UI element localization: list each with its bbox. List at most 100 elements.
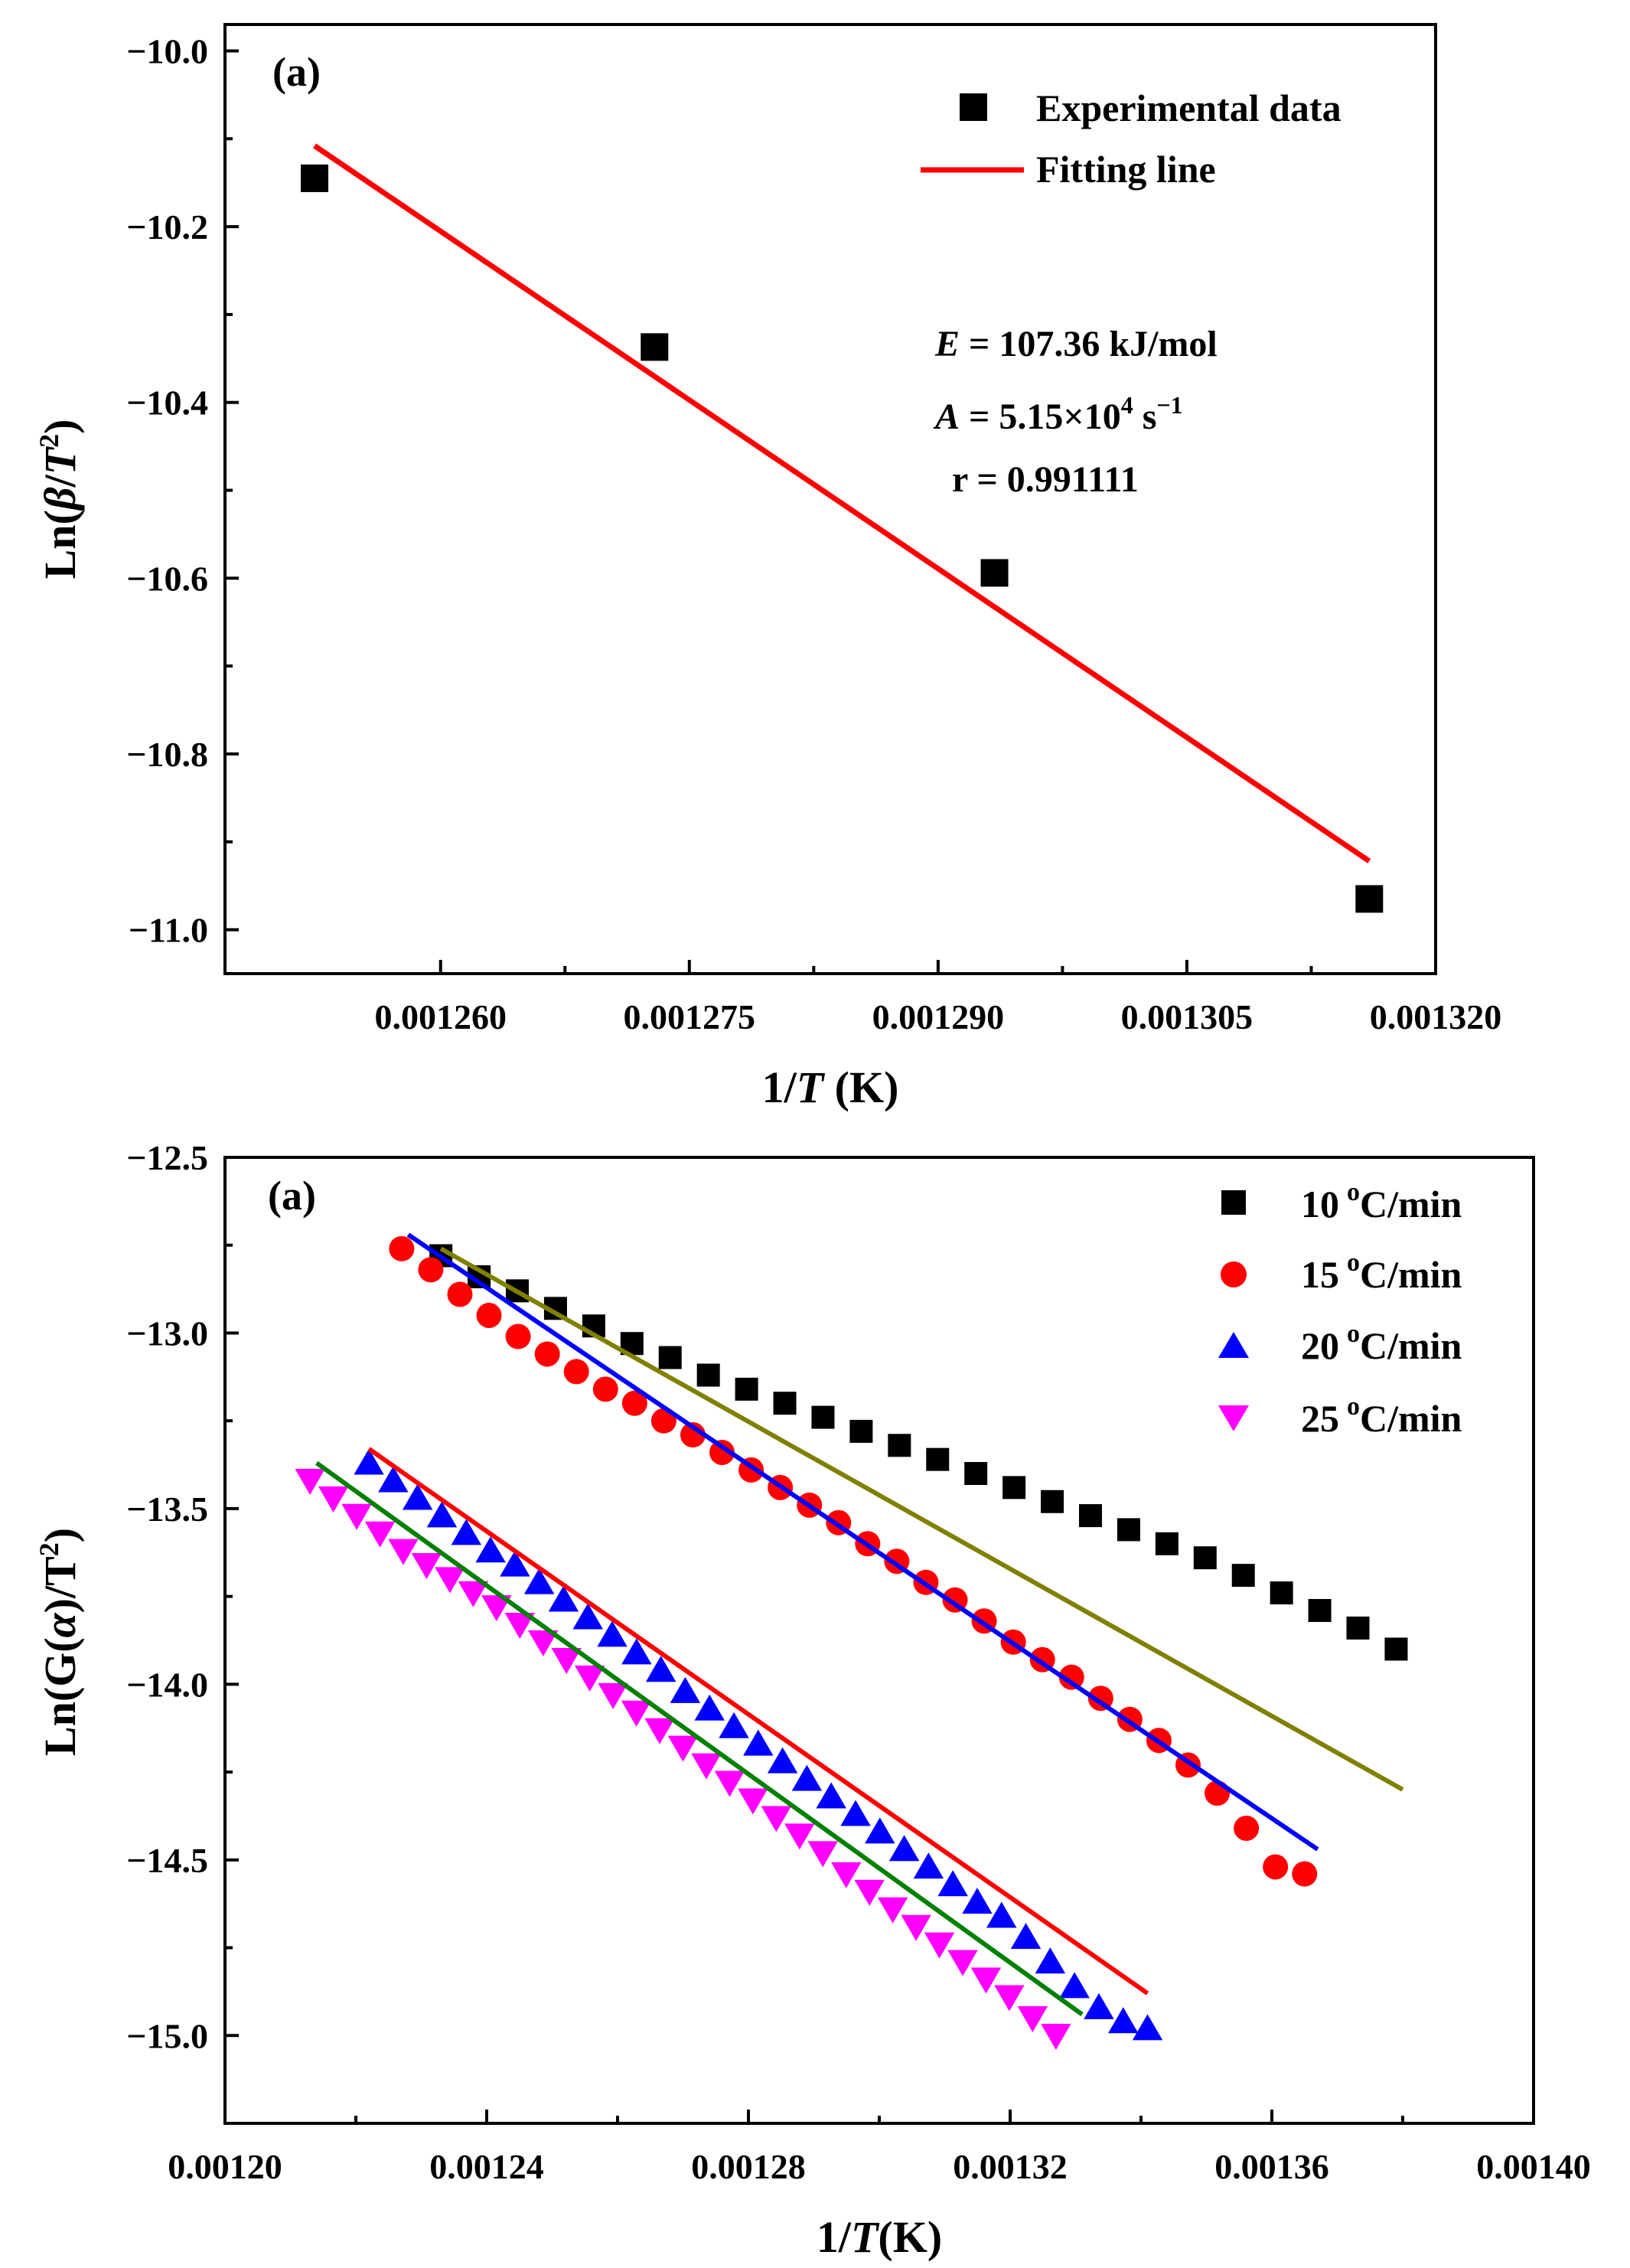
bottom-x-axis-title: 1/T(K)	[817, 2212, 942, 2262]
bottom-point-25-oc-min	[830, 1862, 862, 1888]
bottom-point-25-oc-min	[318, 1486, 349, 1513]
legend-20-sup: o	[1347, 1320, 1360, 1348]
bottom-point-20-oc-min	[986, 1901, 1017, 1928]
bottom-point-25-oc-min	[644, 1718, 675, 1744]
top-y-title-sep: /	[35, 474, 85, 488]
annotation-activation-energy: E = 107.36 kJ/mol	[934, 324, 1218, 364]
bottom-x-tick-label: 0.00136	[1214, 2147, 1329, 2186]
legend-10-unit: C/min	[1360, 1183, 1462, 1225]
bottom-point-25-oc-min	[388, 1539, 419, 1565]
bottom-point-25-oc-min	[364, 1521, 396, 1548]
top-y-title-var1: β	[35, 487, 85, 511]
bottom-fit-line-15-oc-min-fit	[406, 1232, 1319, 1852]
bottom-y-tick-label: −14.0	[126, 1665, 208, 1704]
bottom-point-20-oc-min	[426, 1501, 458, 1528]
legend-15-num: 15	[1301, 1253, 1339, 1296]
bottom-point-25-oc-min	[667, 1735, 699, 1762]
top-legend-label-experimental: Experimental data	[1036, 86, 1341, 129]
bottom-point-20-oc-min	[670, 1676, 701, 1703]
bottom-point-25-oc-min	[807, 1841, 838, 1868]
bottom-point-10-oc-min	[1117, 1518, 1140, 1542]
bottom-point-20-oc-min	[548, 1585, 579, 1612]
top-x-title-var: T	[797, 1062, 826, 1112]
bottom-point-25-oc-min	[994, 1985, 1025, 2012]
bottom-data-marks	[295, 1232, 1408, 2050]
bottom-point-20-oc-min	[791, 1764, 823, 1791]
bottom-point-25-oc-min	[761, 1806, 792, 1832]
bottom-point-10-oc-min	[658, 1346, 682, 1369]
bottom-point-10-oc-min	[1270, 1581, 1293, 1605]
legend-label-10: 10 oC/min	[1301, 1178, 1462, 1225]
bottom-point-10-oc-min	[1231, 1564, 1255, 1588]
bottom-y-tick-label: −13.5	[126, 1490, 208, 1529]
top-fit-line-fitting-line	[313, 143, 1371, 863]
legend-20-num: 20	[1301, 1324, 1339, 1367]
bottom-point-15-oc-min	[389, 1235, 415, 1261]
annotation-a-var: A	[933, 396, 960, 437]
bottom-point-20-oc-min	[451, 1519, 482, 1545]
annotation-e-value: = 107.36 kJ/mol	[960, 324, 1218, 364]
bottom-x-title-suffix: (K)	[878, 2212, 942, 2262]
bottom-point-25-oc-min	[947, 1950, 978, 1976]
bottom-point-25-oc-min	[877, 1897, 908, 1924]
bottom-point-15-oc-min	[1292, 1861, 1318, 1887]
legend-15-unit: C/min	[1360, 1253, 1462, 1296]
bottom-point-15-oc-min	[709, 1439, 735, 1465]
top-y-tick-label: −11.0	[129, 911, 208, 950]
bottom-axis-ticks: 0.00120 0.00124 0.00128 0.00132 0.00136 0.001…	[126, 1138, 1590, 2186]
top-panel-label: (a)	[272, 49, 321, 95]
top-y-tick-label: −10.2	[126, 207, 208, 246]
bottom-point-10-oc-min	[696, 1363, 720, 1387]
bottom-point-20-oc-min	[597, 1620, 628, 1647]
top-y-axis-title: Ln(β/T2)	[34, 419, 85, 579]
top-y-tick-label: −10.4	[126, 383, 208, 423]
annotation-a-sup1: 4	[1121, 391, 1133, 419]
bottom-point-15-oc-min	[418, 1257, 444, 1283]
top-legend-label-fitting: Fitting line	[1036, 148, 1216, 191]
top-y-title-prefix: Ln(	[35, 510, 85, 579]
bottom-y-axis-title: Ln(G(α)/T2)	[34, 1528, 85, 1756]
bottom-point-15-oc-min	[621, 1390, 647, 1416]
top-chart: 0.001260 0.001275 0.001290 0.001305 0.001320…	[34, 23, 1501, 1112]
legend-triangle-down-icon	[1218, 1405, 1249, 1431]
bottom-point-25-oc-min	[854, 1879, 885, 1906]
legend-label-20: 20 oC/min	[1301, 1320, 1462, 1367]
bottom-point-20-oc-min	[840, 1800, 871, 1826]
bottom-point-25-oc-min	[458, 1581, 489, 1607]
bottom-point-25-oc-min	[970, 1967, 1002, 1994]
bottom-point-25-oc-min	[504, 1613, 536, 1640]
top-point-experimental-data	[301, 164, 329, 192]
bottom-point-20-oc-min	[1108, 2007, 1139, 2034]
top-y-tick-label: −10.8	[126, 735, 208, 774]
bottom-point-10-oc-min	[773, 1392, 797, 1415]
annotation-e-var: E	[934, 324, 960, 364]
bottom-y-title-prefix: Ln(G(	[35, 1637, 85, 1756]
bottom-point-20-oc-min	[865, 1817, 895, 1844]
bottom-chart: 0.00120 0.00124 0.00128 0.00132 0.00136 0.001…	[34, 1138, 1591, 2262]
bottom-point-10-oc-min	[735, 1377, 758, 1401]
bottom-point-20-oc-min	[719, 1712, 749, 1738]
bottom-point-25-oc-min	[714, 1770, 745, 1797]
bottom-point-25-oc-min	[784, 1823, 815, 1850]
bottom-x-tick-label: 0.00120	[168, 2147, 282, 2186]
bottom-point-20-oc-min	[913, 1852, 944, 1879]
bottom-point-15-oc-min	[534, 1341, 560, 1367]
top-axis-ticks: 0.001260 0.001275 0.001290 0.001305 0.001320…	[126, 31, 1501, 1036]
bottom-panel-label: (a)	[268, 1173, 316, 1219]
top-plot-frame	[223, 23, 1437, 975]
bottom-point-15-oc-min	[650, 1408, 676, 1434]
bottom-point-15-oc-min	[476, 1303, 502, 1329]
top-fit-annotations: E = 107.36 kJ/mol A = 5.15×104 s−1 r = 0…	[933, 324, 1218, 500]
bottom-point-20-oc-min	[767, 1747, 798, 1774]
bottom-point-20-oc-min	[937, 1870, 968, 1897]
bottom-point-10-oc-min	[1155, 1532, 1178, 1555]
bottom-point-25-oc-min	[924, 1932, 955, 1959]
bottom-point-25-oc-min	[1017, 2006, 1048, 2033]
bottom-y-title-mid: )/T	[35, 1556, 85, 1613]
bottom-y-title-sup: 2	[34, 1542, 64, 1556]
bottom-point-25-oc-min	[528, 1630, 559, 1656]
top-y-title-var2: T	[35, 445, 85, 475]
top-y-tick-label: −10.0	[126, 31, 208, 70]
bottom-point-10-oc-min	[1041, 1490, 1064, 1513]
bottom-y-title-suffix: )	[35, 1528, 85, 1542]
